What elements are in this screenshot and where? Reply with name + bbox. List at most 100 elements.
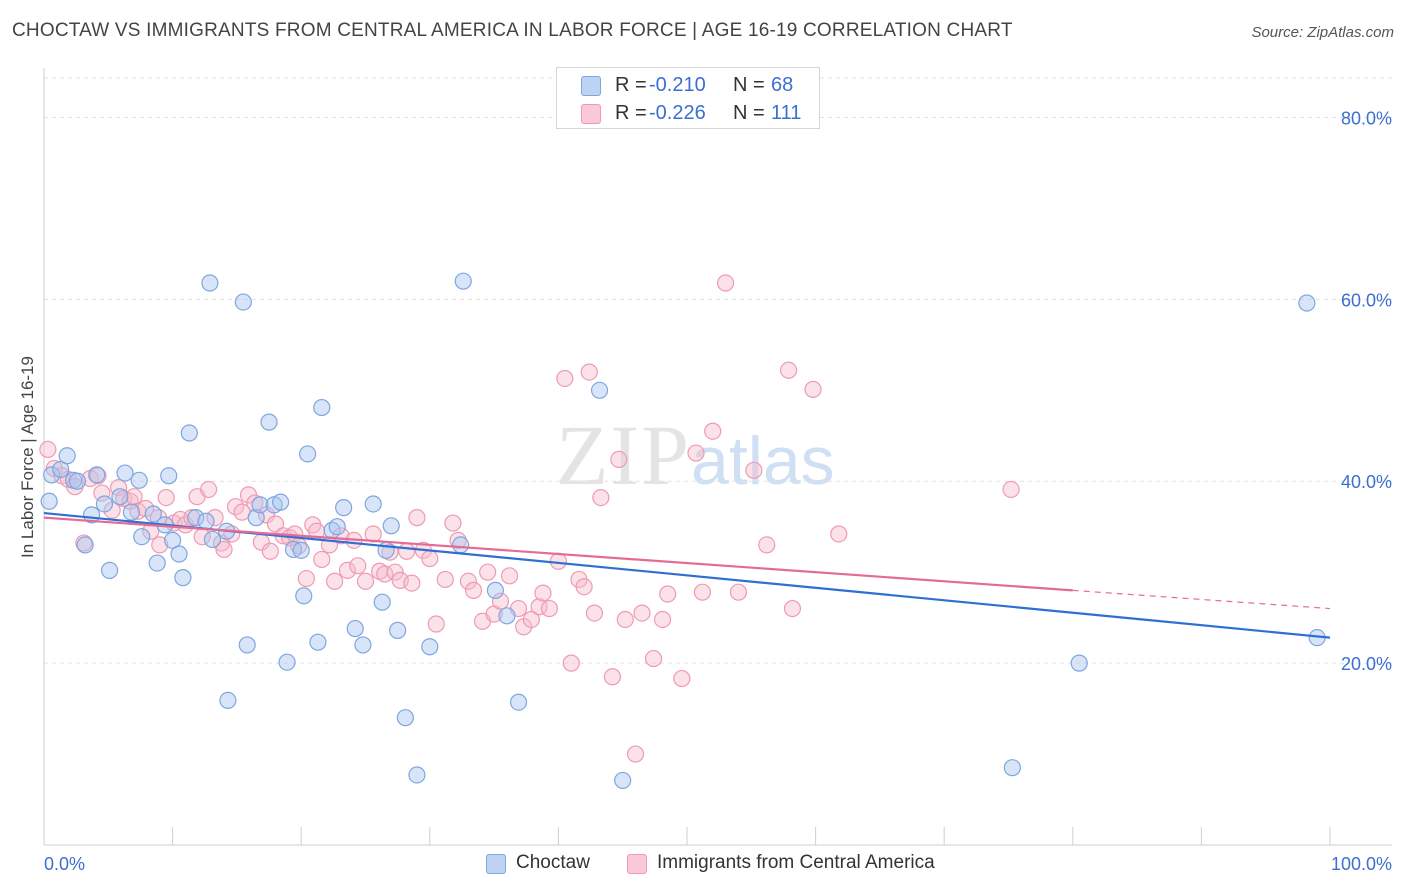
- immigrants-point: [449, 531, 467, 549]
- immigrants-point: [687, 444, 705, 462]
- choctaw-point: [40, 492, 58, 510]
- immigrants-point: [421, 549, 439, 568]
- legend-label: Immigrants from Central America: [657, 852, 935, 873]
- choctaw-point: [614, 771, 632, 790]
- choctaw-point: [382, 517, 400, 535]
- choctaw-point: [180, 424, 198, 442]
- immigrants-point: [830, 525, 848, 543]
- choctaw-point: [299, 445, 317, 463]
- choctaw-point: [251, 496, 269, 514]
- choctaw-point: [509, 693, 528, 711]
- immigrants-point: [349, 557, 367, 575]
- immigrants-point: [704, 422, 722, 440]
- choctaw-point: [408, 766, 426, 784]
- immigrants-point: [580, 363, 598, 381]
- immigrants-points: [39, 274, 1020, 763]
- immigrants-point: [326, 572, 344, 590]
- axes: [43, 68, 1392, 846]
- r-value: -0.226: [649, 102, 706, 124]
- y-tick-label: 20.0%: [1341, 654, 1392, 674]
- immigrants-point: [436, 570, 454, 589]
- immigrants-point: [610, 450, 628, 469]
- immigrants-point: [206, 509, 224, 527]
- immigrants-point: [479, 563, 497, 581]
- choctaw-point: [170, 545, 188, 563]
- immigrants-point: [758, 536, 776, 554]
- immigrants-point: [266, 515, 285, 533]
- n-value: 68: [771, 74, 794, 96]
- choctaw-point: [278, 653, 296, 671]
- choctaw-point: [313, 398, 331, 417]
- immigrants-point: [403, 574, 421, 592]
- choctaw-point: [201, 274, 219, 292]
- immigrants-point: [215, 540, 233, 559]
- immigrants-point: [89, 467, 107, 485]
- y-tick-label: 60.0%: [1341, 290, 1392, 310]
- choctaw-point: [116, 464, 134, 482]
- choctaw-point: [272, 493, 290, 511]
- choctaw-point: [260, 413, 278, 431]
- immigrants-point: [716, 274, 735, 292]
- immigrants-point: [575, 578, 593, 596]
- watermark: ZIPatlas: [556, 405, 835, 505]
- immigrants-point: [109, 479, 128, 497]
- immigrants-point: [356, 572, 375, 590]
- n-label: N =: [733, 74, 765, 96]
- choctaw-point: [76, 536, 94, 554]
- y-axis-label: In Labor Force | Age 16-19: [18, 356, 37, 558]
- choctaw-point: [309, 633, 327, 651]
- immigrants-point: [183, 509, 201, 527]
- immigrants-point: [804, 380, 822, 398]
- choctaw-point: [58, 447, 76, 465]
- choctaw-point: [247, 509, 265, 527]
- choctaw-point: [421, 638, 439, 656]
- choctaw-point: [354, 636, 372, 654]
- immigrants-swatch: [581, 104, 601, 124]
- immigrants-point: [603, 668, 622, 686]
- choctaw-point: [133, 528, 151, 546]
- x-tick-label: 0.0%: [44, 854, 85, 874]
- immigrants-point: [556, 369, 574, 388]
- immigrants-point: [500, 567, 519, 585]
- immigrants-swatch: [627, 854, 647, 874]
- immigrants-point: [540, 599, 558, 618]
- choctaw-point: [122, 503, 141, 521]
- watermark-atlas: atlas: [691, 423, 835, 499]
- source-label: Source: ZipAtlas.com: [1251, 24, 1394, 41]
- choctaw-point: [219, 691, 237, 710]
- choctaw-point: [130, 471, 148, 489]
- choctaw-point: [174, 569, 192, 587]
- y-tick-label: 40.0%: [1341, 472, 1392, 492]
- immigrants-point: [200, 480, 218, 499]
- y-tick-label: 80.0%: [1341, 108, 1392, 128]
- choctaw-point: [396, 709, 414, 727]
- immigrants-point: [444, 514, 462, 532]
- x-tick-label: 100.0%: [1331, 854, 1392, 874]
- immigrants-point: [693, 583, 712, 601]
- immigrants-point: [151, 536, 169, 554]
- choctaw-points: [40, 272, 1326, 790]
- choctaw-point: [498, 607, 516, 625]
- immigrants-point: [626, 745, 645, 763]
- immigrants-point: [261, 542, 279, 560]
- choctaw-point: [1003, 759, 1021, 777]
- immigrants-point: [297, 569, 315, 588]
- choctaw-point: [328, 518, 346, 536]
- r-value: -0.210: [649, 74, 706, 96]
- immigrants-point: [1002, 480, 1020, 499]
- choctaw-point: [238, 636, 256, 654]
- choctaw-point: [295, 587, 313, 605]
- choctaw-point: [373, 593, 391, 611]
- choctaw-point: [148, 554, 166, 572]
- choctaw-point: [335, 499, 353, 517]
- immigrants-trend-extension: [1072, 589, 1331, 610]
- immigrants-point: [408, 509, 426, 527]
- immigrants-point: [653, 610, 672, 629]
- choctaw-swatch: [486, 854, 506, 874]
- choctaw-point: [43, 466, 61, 484]
- choctaw-point: [1298, 294, 1316, 312]
- choctaw-point: [452, 536, 470, 554]
- choctaw-point: [234, 293, 252, 311]
- choctaw-point: [292, 541, 310, 559]
